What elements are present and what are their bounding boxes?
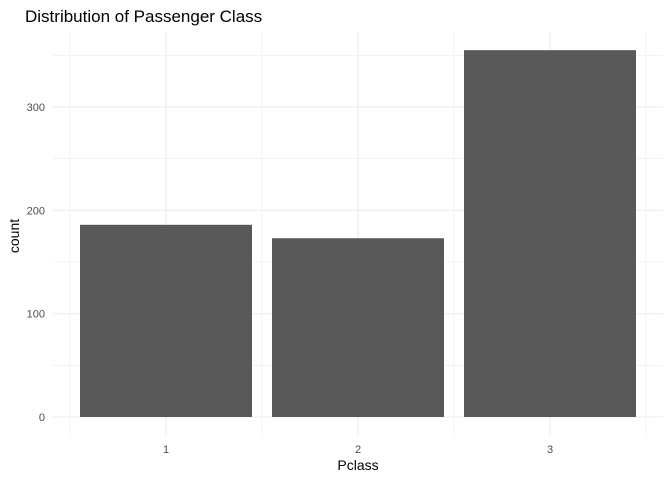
x-tick-label: 2 [355,444,361,456]
y-axis-tick-labels: 0 100 200 300 [27,102,45,424]
y-tick-label: 100 [27,309,45,321]
bars [80,50,636,418]
x-axis-title: Pclass [337,457,378,473]
y-tick-label: 200 [27,205,45,217]
x-tick-label: 3 [547,444,553,456]
x-axis-tick-labels: 1 2 3 [163,444,553,456]
y-tick-label: 300 [27,102,45,114]
y-tick-label: 0 [39,412,45,424]
x-tick-label: 1 [163,444,169,456]
bar-3 [464,50,636,418]
bar-2 [272,238,444,417]
chart-title: Distribution of Passenger Class [25,7,262,26]
bar-1 [80,224,252,417]
y-axis-title: count [6,219,22,253]
